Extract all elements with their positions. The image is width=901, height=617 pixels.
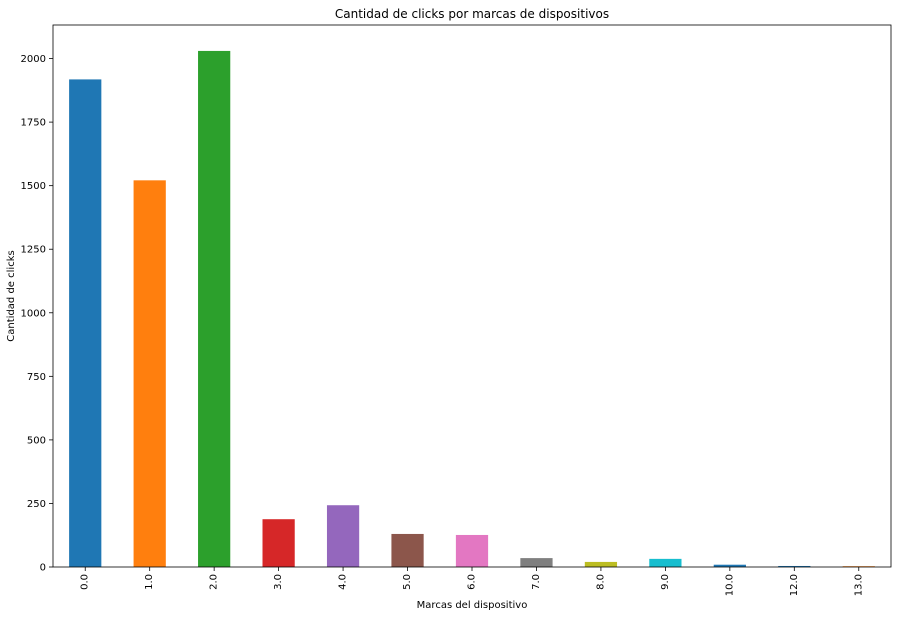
x-tick-label: 12.0 [789, 574, 800, 596]
bars-group [69, 50, 875, 567]
y-tick-label: 250 [27, 499, 46, 510]
y-tick-label: 750 [27, 372, 46, 383]
bar-9.0 [649, 558, 682, 567]
x-tick-label: 10.0 [724, 574, 735, 596]
bar-6.0 [455, 534, 489, 567]
x-axis-label: Marcas del dispositivo [417, 600, 528, 611]
bar-4.0 [326, 505, 360, 567]
y-tick-label: 500 [27, 435, 46, 446]
chart-title: Cantidad de clicks por marcas de disposi… [335, 7, 609, 21]
x-axis-ticks: 0.0 1.0 2.0 3.0 4.0 5.0 6.0 7.0 8.0 9.0 10.0 12.0 13… [80, 567, 864, 596]
y-tick-label: 2000 [21, 54, 46, 65]
bar-10.0 [713, 564, 746, 567]
bar-12.0 [778, 565, 811, 567]
x-tick-label: 5.0 [402, 574, 413, 590]
plot-frame [52, 24, 892, 568]
y-tick-label: 1750 [21, 118, 46, 129]
x-tick-label: 2.0 [209, 574, 220, 590]
y-axis-ticks: 0 250 500 750 1000 1250 1500 1750 2000 [21, 54, 53, 574]
x-tick-label: 4.0 [338, 574, 349, 590]
bar-5.0 [391, 533, 424, 567]
y-axis-label: Cantidad de clicks [6, 250, 17, 341]
y-tick-label: 1000 [21, 308, 46, 319]
y-tick-label: 0 [40, 563, 46, 574]
x-tick-label: 13.0 [853, 574, 864, 596]
x-tick-label: 0.0 [80, 574, 91, 590]
bar-1.0 [133, 180, 166, 567]
bar-2.0 [198, 50, 231, 567]
x-tick-label: 3.0 [273, 574, 284, 590]
x-tick-label: 1.0 [144, 574, 155, 590]
y-tick-label: 1500 [21, 181, 46, 192]
x-tick-label: 7.0 [531, 574, 542, 590]
bar-7.0 [520, 558, 553, 567]
bar-0.0 [69, 79, 102, 567]
x-tick-label: 6.0 [467, 574, 478, 590]
y-tick-label: 1250 [21, 245, 46, 256]
bar-3.0 [262, 519, 295, 567]
x-tick-label: 8.0 [595, 574, 606, 590]
x-tick-label: 9.0 [660, 574, 671, 590]
bar-8.0 [584, 561, 618, 567]
